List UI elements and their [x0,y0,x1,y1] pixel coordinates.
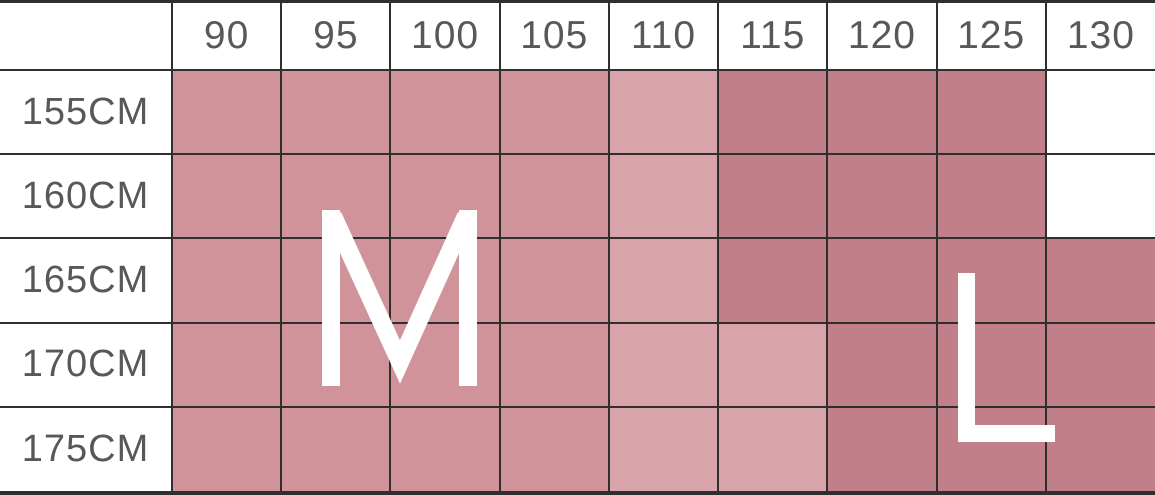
size-cell [280,405,392,495]
size-cell [280,321,392,408]
size-cell [498,153,610,240]
size-cell [389,153,501,240]
weight-header-cell: 115 [717,0,829,71]
size-cell [280,237,392,324]
size-cell [935,68,1047,156]
header-row: 90 95 100 105 110 115 120 125 130 [0,0,1155,71]
size-cell [717,68,829,156]
height-label-cell: 170CM [0,321,173,408]
weight-header-cell: 90 [170,0,283,71]
weight-header-cell: 110 [607,0,720,71]
size-cell [389,321,501,408]
size-cell [717,153,829,240]
size-cell [170,153,283,240]
size-cell [389,237,501,324]
size-cell [826,405,938,495]
size-cell [1044,68,1155,156]
weight-header-cell: 130 [1044,0,1155,71]
size-chart-body: 155CM 160CM 165CM 170CM 175CM [0,68,1155,495]
size-chart-row: 175CM [0,405,1155,495]
size-cell [826,321,938,408]
size-chart-row: 165CM [0,237,1155,324]
size-cell [389,68,501,156]
size-cell [498,321,610,408]
size-cell [607,153,720,240]
size-cell [826,68,938,156]
size-cell [826,237,938,324]
size-cell [1044,153,1155,240]
size-cell [389,405,501,495]
size-cell [717,321,829,408]
size-cell [826,153,938,240]
size-cell [717,405,829,495]
weight-header-cell: 120 [826,0,938,71]
size-cell [280,68,392,156]
size-cell [1044,237,1155,324]
size-cell [498,237,610,324]
size-cell [170,405,283,495]
height-label-cell: 160CM [0,153,173,240]
size-cell [170,68,283,156]
size-cell [607,321,720,408]
size-cell [935,321,1047,408]
size-chart-row: 155CM [0,68,1155,156]
height-label-cell: 165CM [0,237,173,324]
size-cell [717,237,829,324]
size-cell [935,237,1047,324]
size-cell [170,321,283,408]
size-cell [280,153,392,240]
size-chart-row: 170CM [0,321,1155,408]
height-label-cell: 175CM [0,405,173,495]
size-cell [607,237,720,324]
size-cell [1044,405,1155,495]
size-cell [170,237,283,324]
size-cell [607,68,720,156]
corner-cell [0,0,173,71]
size-cell [935,153,1047,240]
size-chart-row: 160CM [0,153,1155,240]
height-label-cell: 155CM [0,68,173,156]
size-cell [498,68,610,156]
size-cell [935,405,1047,495]
weight-header-cell: 95 [280,0,392,71]
weight-header-cell: 100 [389,0,501,71]
size-cell [498,405,610,495]
size-cell [1044,321,1155,408]
weight-header-cell: 105 [498,0,610,71]
weight-header-cell: 125 [935,0,1047,71]
size-cell [607,405,720,495]
size-chart-header: 90 95 100 105 110 115 120 125 130 [0,0,1155,71]
